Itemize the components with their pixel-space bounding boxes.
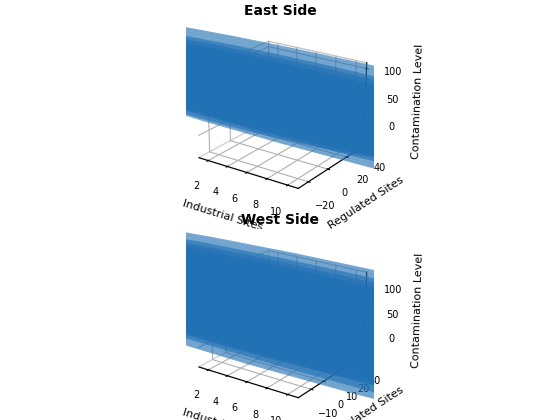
X-axis label: Industrial Sites: Industrial Sites [181,407,264,420]
Y-axis label: Regulated Sites: Regulated Sites [327,385,405,420]
X-axis label: Industrial Sites: Industrial Sites [181,198,264,232]
Title: East Side: East Side [244,4,316,18]
Y-axis label: Regulated Sites: Regulated Sites [327,176,405,231]
Title: West Side: West Side [241,213,319,228]
